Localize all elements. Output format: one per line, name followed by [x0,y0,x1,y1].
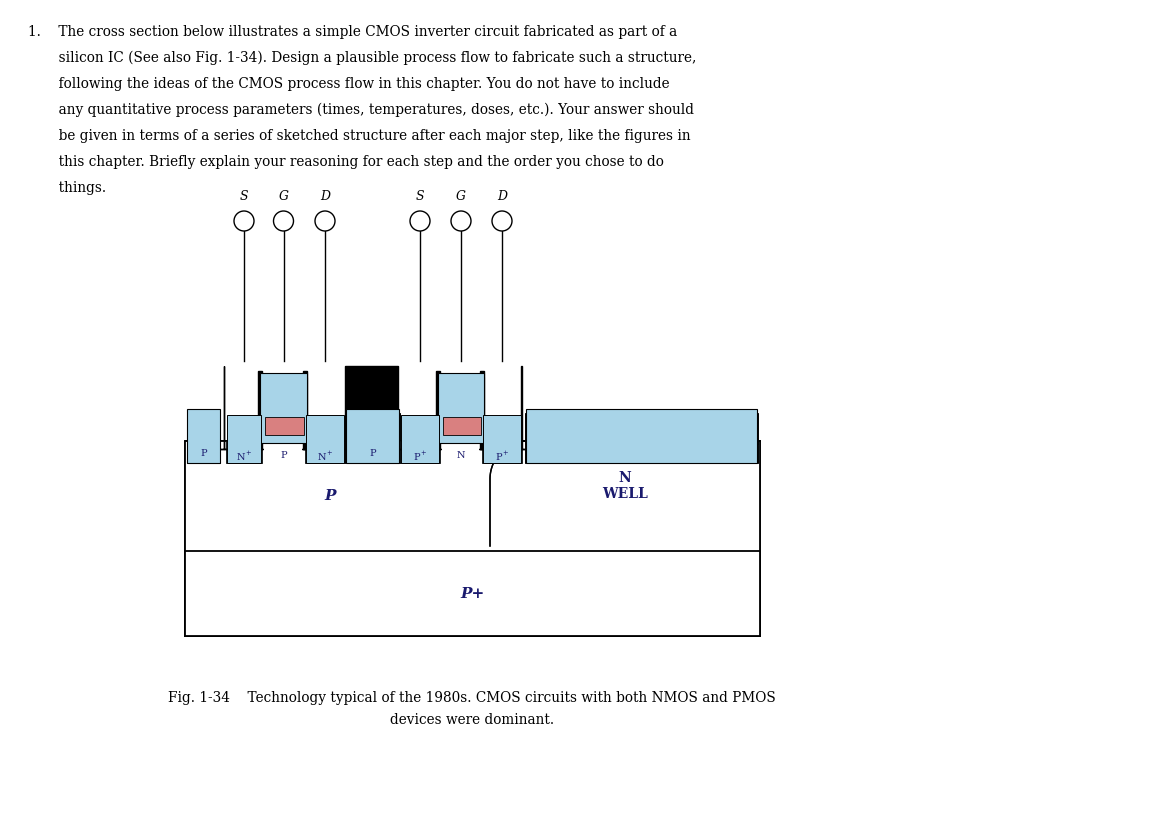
Bar [187,441,220,463]
Polygon shape [217,366,232,449]
Text: Fig. 1-34    Technology typical of the 1980s. CMOS circuits with both NMOS and P: Fig. 1-34 Technology typical of the 1980… [168,691,776,705]
Bar [187,413,220,445]
Text: S: S [240,190,249,203]
Text: G: G [456,190,467,203]
Bar [265,417,304,435]
Bar [444,417,482,435]
Text: P$^+$: P$^+$ [494,450,509,463]
Bar [187,409,220,463]
Text: this chapter. Briefly explain your reasoning for each step and the order you cho: this chapter. Briefly explain your reaso… [28,155,664,169]
Bar [526,409,757,463]
Text: G: G [279,190,288,203]
Text: P: P [200,450,207,459]
Text: N
WELL: N WELL [602,471,647,501]
Text: 1.    The cross section below illustrates a simple CMOS inverter circuit fabrica: 1. The cross section below illustrates a… [28,25,677,39]
Bar [185,441,760,636]
Bar [525,413,758,445]
Circle shape [450,211,471,231]
Bar [185,441,760,636]
Bar [260,377,306,441]
Text: D: D [320,190,329,203]
Text: P$^+$: P$^+$ [412,450,427,463]
Text: devices were dominant.: devices were dominant. [389,713,554,727]
Bar [306,415,344,463]
Circle shape [410,211,430,231]
Circle shape [492,211,511,231]
Circle shape [273,211,294,231]
Bar [400,441,440,463]
Circle shape [234,211,253,231]
Text: be given in terms of a series of sketched structure after each major step, like : be given in terms of a series of sketche… [28,129,691,143]
Text: P: P [280,451,287,460]
Bar [185,551,760,636]
Polygon shape [302,371,308,449]
Polygon shape [479,371,485,449]
Bar [265,417,304,435]
Text: any quantitative process parameters (times, temperatures, doses, etc.). Your ans: any quantitative process parameters (tim… [28,103,694,117]
Polygon shape [338,366,406,449]
Bar [185,441,760,468]
Circle shape [314,211,335,231]
Polygon shape [514,366,529,449]
Bar [346,409,399,463]
Text: N$^+$: N$^+$ [317,450,333,463]
Bar [185,441,760,551]
Bar [525,441,758,463]
Text: N: N [456,451,465,460]
Text: D: D [497,190,507,203]
Bar [260,373,306,443]
Text: P: P [369,450,376,459]
Text: P: P [324,489,335,503]
Polygon shape [257,371,263,449]
Bar [227,415,262,463]
Text: N$^+$: N$^+$ [236,450,252,463]
Bar [185,551,760,636]
Bar [185,551,760,636]
Text: things.: things. [28,181,106,195]
Bar [483,415,521,463]
Bar [344,413,400,445]
Text: following the ideas of the CMOS process flow in this chapter. You do not have to: following the ideas of the CMOS process … [28,77,669,91]
Text: silicon IC (See also Fig. 1-34). Design a plausible process flow to fabricate su: silicon IC (See also Fig. 1-34). Design … [28,51,696,66]
Bar [438,373,484,443]
Bar [482,441,522,463]
Bar [344,441,400,463]
Bar [444,417,482,435]
Text: S: S [416,190,424,203]
Bar [226,441,262,463]
Polygon shape [435,371,441,449]
Bar [438,377,484,441]
Text: P+: P+ [461,587,485,601]
Bar [305,441,344,463]
Bar [401,415,439,463]
